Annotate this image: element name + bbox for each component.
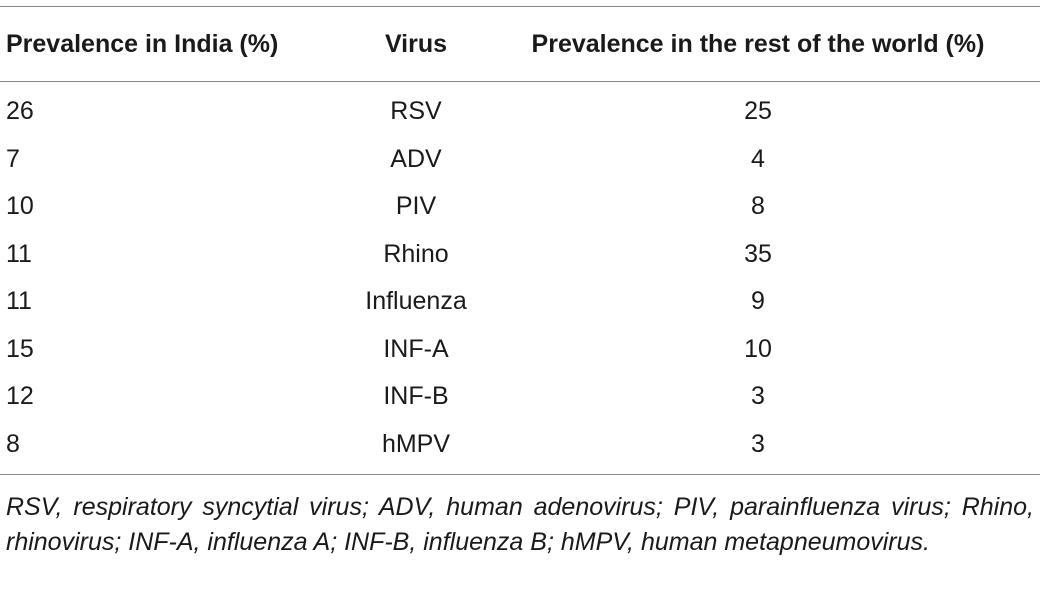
table-row: 10 PIV 8 [0, 183, 1040, 231]
header-row: Prevalence in India (%) Virus Prevalence… [0, 6, 1040, 82]
cell-india-prevalence: 11 [6, 239, 32, 268]
cell-world-prevalence: 25 [744, 97, 772, 126]
header-virus: Virus [384, 29, 448, 58]
cell-virus: Influenza [365, 287, 467, 316]
cell-india-prevalence: 8 [6, 429, 20, 458]
cell-world-prevalence: 3 [751, 382, 765, 411]
cell-virus: Rhino [383, 239, 449, 268]
cell-virus: INF-B [383, 382, 449, 411]
cell-world-prevalence: 4 [751, 144, 765, 173]
cell-virus: ADV [390, 144, 442, 173]
cell-virus: PIV [395, 192, 437, 221]
table-row: 11 Rhino 35 [0, 231, 1040, 279]
cell-virus: INF-A [383, 334, 449, 363]
table-row: 15 INF-A 10 [0, 326, 1040, 374]
cell-world-prevalence: 35 [744, 239, 772, 268]
cell-world-prevalence: 3 [751, 429, 765, 458]
table-row: 8 hMPV 3 [0, 421, 1040, 475]
header-india-prevalence: Prevalence in India (%) [6, 29, 279, 58]
cell-virus: hMPV [381, 429, 451, 458]
header-world-prevalence: Prevalence in the rest of the world (%) [531, 29, 985, 58]
cell-india-prevalence: 7 [6, 144, 20, 173]
cell-world-prevalence: 9 [751, 287, 765, 316]
table-header: Prevalence in India (%) Virus Prevalence… [0, 6, 1040, 82]
table-footnote: RSV, respiratory syncytial virus; ADV, h… [6, 493, 1034, 556]
cell-world-prevalence: 8 [751, 192, 765, 221]
cell-world-prevalence: 10 [744, 334, 772, 363]
cell-india-prevalence: 12 [6, 382, 34, 411]
table-row: 26 RSV 25 [0, 82, 1040, 136]
cell-virus: RSV [390, 97, 442, 126]
prevalence-table: Prevalence in India (%) Virus Prevalence… [0, 6, 1040, 475]
table-row: 12 INF-B 3 [0, 373, 1040, 421]
table-row: 11 Influenza 9 [0, 278, 1040, 326]
cell-india-prevalence: 11 [6, 287, 32, 316]
table-row: 7 ADV 4 [0, 136, 1040, 184]
cell-india-prevalence: 15 [6, 334, 34, 363]
table-body: 26 RSV 25 7 ADV 4 10 PIV 8 11 Rhino 35 1… [0, 82, 1040, 475]
cell-india-prevalence: 10 [6, 192, 34, 221]
cell-india-prevalence: 26 [6, 97, 34, 126]
